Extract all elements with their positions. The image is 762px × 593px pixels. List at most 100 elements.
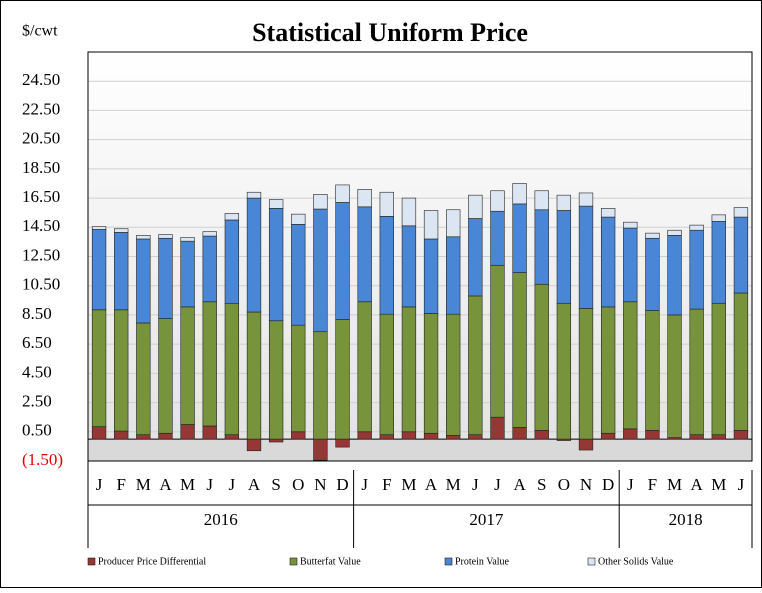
bar-segment: [313, 208, 328, 333]
year-label: 2017: [469, 510, 504, 529]
bar-segment: [379, 313, 394, 436]
y-tick-label: 12.50: [22, 245, 60, 264]
x-tick-label: J: [96, 475, 103, 494]
bar-segment: [534, 430, 549, 440]
year-label: 2018: [669, 510, 703, 529]
bar-segment: [335, 202, 350, 320]
legend-label: Protein Value: [455, 556, 510, 567]
x-tick-label: M: [136, 475, 151, 494]
bar-segment: [423, 210, 439, 240]
bar-segment: [291, 224, 306, 326]
bar-segment: [91, 426, 107, 440]
x-tick-label: F: [382, 475, 391, 494]
bar-segment: [534, 190, 549, 211]
bar-segment: [512, 203, 527, 273]
bar-segment: [224, 213, 240, 221]
bar-segment: [490, 190, 505, 212]
bar-segment: [401, 197, 417, 227]
x-tick-label: D: [602, 475, 614, 494]
bar-segment: [446, 313, 461, 436]
bar-segment: [468, 218, 483, 297]
bar-segment: [313, 194, 328, 210]
y-tick-label: 8.50: [22, 304, 52, 323]
bar-segment: [733, 292, 749, 431]
bar-segment: [645, 237, 660, 311]
x-tick-label: J: [206, 475, 213, 494]
y-tick-label: 10.50: [22, 275, 60, 294]
bar-segment: [357, 206, 372, 303]
bar-segment: [468, 295, 483, 436]
bar-segment: [313, 331, 328, 440]
bar-segment: [689, 224, 704, 231]
bar-segment: [246, 191, 262, 199]
bar-segment: [623, 227, 638, 303]
bar-segment: [401, 306, 417, 433]
bar-segment: [246, 197, 262, 313]
bar-segment: [379, 216, 394, 315]
bar-segment: [468, 194, 483, 219]
x-tick-label: A: [425, 475, 438, 494]
x-tick-label: M: [711, 475, 726, 494]
y-tick-label: 6.50: [22, 333, 52, 352]
bar-segment: [357, 431, 372, 440]
bar-segment: [623, 428, 638, 440]
x-tick-label: S: [537, 475, 546, 494]
bar-segment: [180, 306, 195, 425]
y-axis-unit: $/cwt: [22, 23, 58, 40]
bar-segment: [512, 272, 527, 428]
x-tick-label: M: [401, 475, 416, 494]
bar-segment: [600, 432, 616, 440]
bar-segment: [91, 226, 107, 230]
bar-segment: [268, 199, 284, 209]
x-tick-label: N: [580, 475, 592, 494]
bar-segment: [246, 311, 262, 440]
chart-title: Statistical Uniform Price: [252, 18, 528, 47]
bar-segment: [490, 210, 505, 266]
y-tick-label: 14.50: [22, 216, 60, 235]
legend-label: Butterfat Value: [300, 556, 361, 567]
x-tick-label: J: [229, 475, 236, 494]
y-tick-label: 18.50: [22, 158, 60, 177]
bar-segment: [91, 309, 107, 427]
bar-segment: [202, 301, 217, 427]
bar-segment: [556, 302, 572, 440]
bar-segment: [268, 207, 284, 322]
bar-segment: [733, 216, 749, 294]
bar-segment: [446, 209, 461, 238]
y-tick-label: 16.50: [22, 187, 60, 206]
legend-swatch: [587, 557, 596, 566]
y-tick-label: (1.50): [22, 450, 63, 469]
bar-segment: [423, 432, 439, 440]
legend-label: Producer Price Differential: [98, 556, 206, 567]
y-tick-label: 2.50: [22, 391, 52, 410]
bar-segment: [623, 301, 638, 430]
bar-segment: [291, 431, 306, 440]
x-tick-label: A: [513, 475, 526, 494]
bar-segment: [158, 237, 173, 319]
y-tick-label: 24.50: [22, 70, 60, 89]
bar-segment: [180, 240, 195, 308]
x-tick-label: S: [271, 475, 280, 494]
bar-segment: [733, 207, 749, 218]
bar-segment: [689, 229, 704, 310]
x-tick-label: J: [472, 475, 479, 494]
bar-segment: [158, 432, 173, 440]
bar-segment: [423, 313, 439, 434]
bar-segment: [291, 213, 306, 225]
x-tick-label: F: [116, 475, 125, 494]
bar-segment: [733, 430, 749, 440]
bar-segment: [335, 438, 350, 448]
bar-segment: [534, 209, 549, 285]
bar-segment: [689, 308, 704, 436]
bar-segment: [711, 221, 726, 304]
bar-segment: [401, 225, 417, 308]
x-tick-label: M: [667, 475, 682, 494]
bar-segment: [401, 431, 417, 440]
bar-segment: [711, 214, 726, 222]
bar-segment: [291, 324, 306, 433]
bar-segment: [202, 231, 217, 237]
bar-segment: [534, 283, 549, 431]
bar-segment: [423, 238, 439, 314]
bar-segment: [202, 235, 217, 303]
bar-segment: [180, 424, 195, 440]
